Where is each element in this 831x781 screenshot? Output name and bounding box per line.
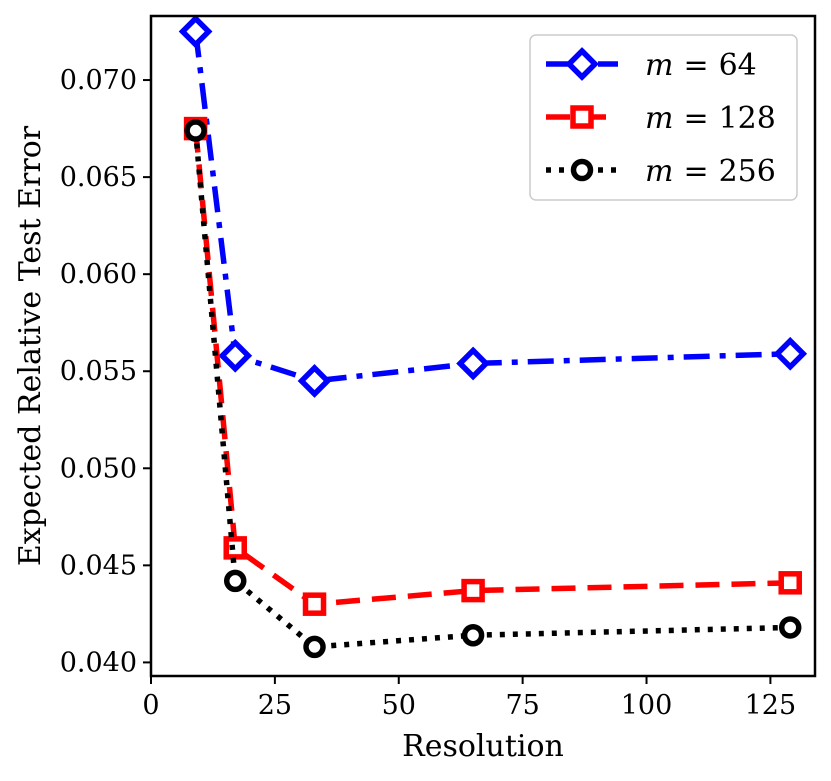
legend-equals: = <box>683 48 708 83</box>
x-tick-label: 25 <box>258 690 292 721</box>
legend-variable: m <box>645 48 673 83</box>
data-point <box>223 536 247 560</box>
data-point <box>461 578 485 603</box>
x-tick-label: 75 <box>505 690 539 721</box>
series-256 <box>184 119 802 659</box>
data-point <box>218 338 253 373</box>
data-point <box>302 592 327 616</box>
legend-marker <box>565 47 599 81</box>
legend-entry: m = 128 <box>546 101 776 136</box>
legend-equals: = <box>683 154 708 189</box>
legend-variable: m <box>645 154 673 189</box>
plot-frame <box>149 14 817 678</box>
legend-entry: m = 64 <box>546 47 757 83</box>
legend-value: 64 <box>719 48 757 83</box>
legend-marker <box>570 158 594 182</box>
data-point <box>184 119 207 142</box>
legend-marker <box>570 105 594 129</box>
x-tick-label: 0 <box>142 690 159 721</box>
legend: m = 64 m = 128 m = 256 <box>529 34 798 201</box>
series-64 <box>178 14 808 398</box>
x-tick-label: 50 <box>382 690 416 721</box>
y-tick-label: 0.050 <box>60 453 137 484</box>
legend-box <box>529 34 798 201</box>
y-tick-label: 0.045 <box>60 550 137 581</box>
legend-value: 256 <box>719 154 776 189</box>
y-tick-label: 0.060 <box>60 259 137 290</box>
data-point <box>303 635 326 659</box>
data-point <box>456 346 490 381</box>
legend-equals: = <box>683 101 708 136</box>
legend-value: 128 <box>719 101 776 136</box>
data-point <box>778 571 802 595</box>
y-axis-label: Expected Relative Test Error <box>13 125 48 566</box>
x-tick-label: 125 <box>745 690 797 721</box>
series-line <box>192 130 791 650</box>
x-tick-label: 100 <box>621 690 673 721</box>
legend-label: m = 64 <box>645 48 757 83</box>
data-point <box>223 569 247 593</box>
data-point <box>297 364 332 398</box>
axes-layer: 0 25 50 75 100 125 0.040 0.045 0.050 0.055 0.060 0.… <box>13 14 817 764</box>
y-tick-label: 0.065 <box>60 162 137 193</box>
data-point <box>461 623 485 647</box>
y-tick-label: 0.055 <box>60 356 137 387</box>
y-tick-label: 0.070 <box>60 65 137 96</box>
legend-label: m = 128 <box>645 101 776 136</box>
series-layer <box>178 14 808 659</box>
x-axis-label: Resolution <box>402 729 564 764</box>
y-tick-label: 0.040 <box>60 647 137 678</box>
legend-label: m = 256 <box>645 154 776 189</box>
legend-variable: m <box>645 101 673 136</box>
data-point <box>778 616 802 639</box>
series-line <box>192 31 791 384</box>
data-point <box>178 14 213 49</box>
data-point <box>773 336 808 371</box>
legend-entry: m = 256 <box>546 154 776 189</box>
